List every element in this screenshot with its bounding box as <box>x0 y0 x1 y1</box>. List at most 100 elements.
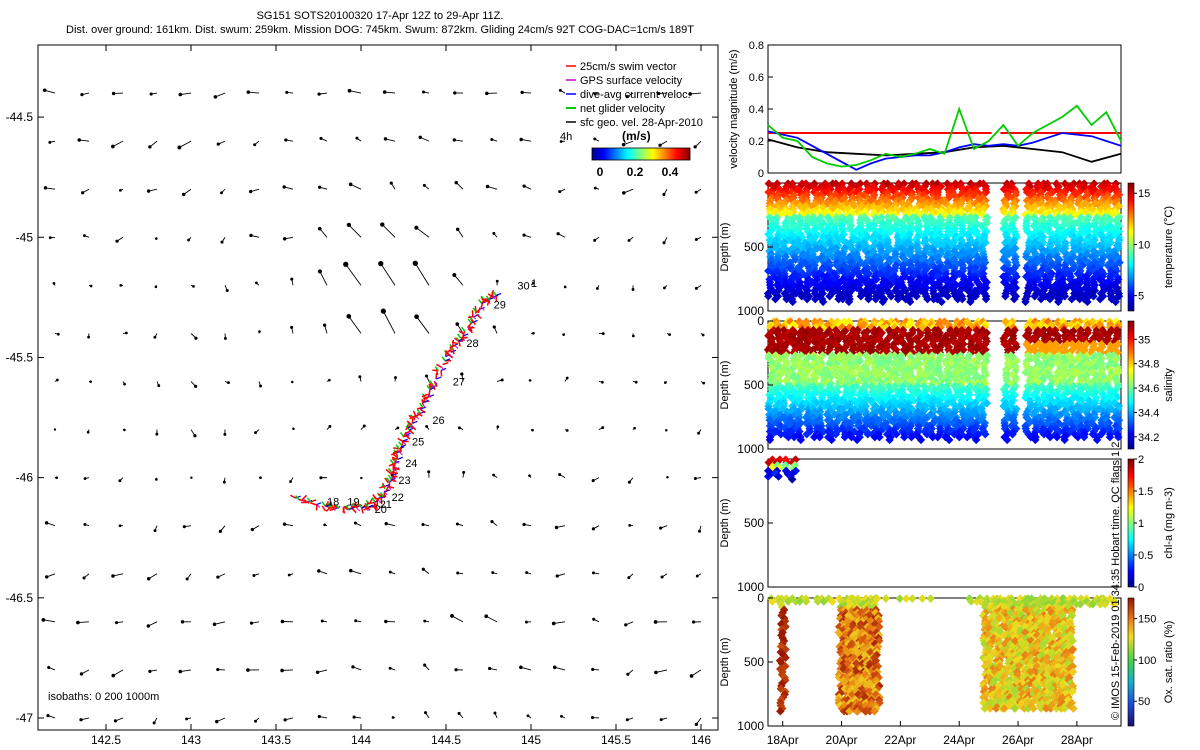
current-arrow-head <box>76 620 80 625</box>
current-arrow-head <box>456 571 460 575</box>
current-arrow-head <box>593 238 597 242</box>
current-arrow-head <box>77 138 81 142</box>
current-arrow-head <box>695 574 699 578</box>
net-velocity-vector <box>467 318 472 324</box>
swim-vector <box>408 429 415 435</box>
swim-vector <box>321 505 327 512</box>
current-arrow-head <box>216 575 220 579</box>
current-arrow-head <box>317 269 322 274</box>
current-arrow-head <box>522 522 526 527</box>
current-arrow-head <box>558 88 562 92</box>
swim-vector <box>388 462 395 467</box>
swim-vector <box>467 328 473 334</box>
current-arrow-head <box>691 620 696 624</box>
swim-vector <box>330 501 334 508</box>
current-arrow-head <box>178 669 183 674</box>
dive-avg-vector <box>315 502 322 506</box>
current-arrow-head <box>454 180 458 185</box>
current-arrow-head <box>624 623 628 627</box>
current-arrow-head <box>83 477 87 480</box>
map-ytick-label: -46.5 <box>6 591 34 605</box>
current-arrow-head <box>118 524 122 528</box>
day-label-24: 24 <box>405 458 417 470</box>
current-arrow-head <box>319 136 323 141</box>
swim-vector <box>397 437 404 443</box>
swim-vector <box>414 412 421 418</box>
dive-avg-vector <box>397 456 403 460</box>
current-arrow-head <box>252 574 256 578</box>
current-arrow-head <box>560 714 563 718</box>
current-arrow-head <box>666 476 669 479</box>
current-arrow-head <box>182 525 186 529</box>
current-arrow-head <box>622 191 626 195</box>
current-arrow <box>348 316 362 334</box>
current-arrow-head <box>328 424 332 428</box>
current-arrow-head <box>328 378 331 382</box>
net-velocity-vector <box>434 366 439 372</box>
legend-geo-label: sfc geo. vel. 28-Apr-2010 <box>580 117 703 129</box>
section-point <box>905 297 915 307</box>
map-ytick-label: -46 <box>16 471 34 485</box>
map-xtick-label: 142.5 <box>91 733 121 747</box>
current-arrow-head <box>113 719 118 723</box>
current-arrow-head <box>660 575 664 579</box>
current-arrow-head <box>318 185 322 189</box>
swim-vector <box>476 313 482 320</box>
current-arrow-head <box>528 379 532 382</box>
current-arrow-head <box>422 183 426 187</box>
swim-vector <box>406 420 413 426</box>
current-arrow-head <box>317 569 321 573</box>
net-velocity-vector <box>419 402 424 408</box>
current-arrow-head <box>44 521 49 525</box>
current-arrow-head <box>346 222 352 228</box>
day-label-27: 27 <box>453 376 465 388</box>
current-arrow-head <box>291 380 294 384</box>
current-arrow-head <box>185 717 189 721</box>
current-arrow-head <box>317 714 321 719</box>
current-arrow-head <box>698 529 702 533</box>
current-arrow-head <box>663 286 666 290</box>
swim-vector <box>303 499 310 504</box>
current-arrow <box>382 310 396 334</box>
current-arrow-head <box>452 273 457 277</box>
gps-surface-vector <box>384 491 388 496</box>
current-arrow-head <box>317 226 322 231</box>
current-arrow-head <box>391 716 395 719</box>
current-arrow-head <box>455 322 460 326</box>
current-arrow-head <box>665 429 668 432</box>
current-arrow-head <box>323 523 327 527</box>
current-arrow-head <box>290 325 294 329</box>
net-velocity-vector <box>335 504 340 509</box>
current-arrow-head <box>194 336 198 340</box>
glider-track <box>290 289 502 514</box>
figure-title: SG151 SOTS20100320 17-Apr 12Z to 29-Apr … <box>256 10 504 22</box>
current-arrow-head <box>319 476 323 480</box>
swim-vector <box>466 322 472 329</box>
swim-vector <box>440 370 443 377</box>
current-arrow-head <box>591 479 595 483</box>
swim-vector <box>442 361 449 366</box>
map-colorbar-title: (m/s) <box>622 129 651 143</box>
current-arrow-head <box>455 227 460 232</box>
gps-surface-vector <box>454 345 459 349</box>
current-arrow-head <box>380 308 386 314</box>
current-arrow <box>655 669 668 673</box>
current-arrow-head <box>56 378 59 382</box>
current-arrow-head <box>562 333 565 336</box>
current-arrow-head <box>668 333 672 336</box>
dive-avg-vector <box>405 432 411 436</box>
current-arrow-head <box>248 189 253 194</box>
swim-vector <box>431 384 436 391</box>
current-arrow-head <box>621 142 626 147</box>
current-arrow-head <box>346 314 352 319</box>
swim-vector <box>422 396 430 399</box>
gps-surface-vector <box>395 460 399 464</box>
velocity-ytick-label: 0.2 <box>749 136 764 148</box>
swim-vector <box>468 315 475 319</box>
map-xtick-label: 145 <box>521 733 541 747</box>
current-arrow-head <box>631 288 635 291</box>
current-arrow-head <box>215 719 219 724</box>
current-arrow-head <box>625 718 629 722</box>
current-arrow-head <box>360 476 363 480</box>
map-xtick-label: 143.5 <box>261 733 291 747</box>
